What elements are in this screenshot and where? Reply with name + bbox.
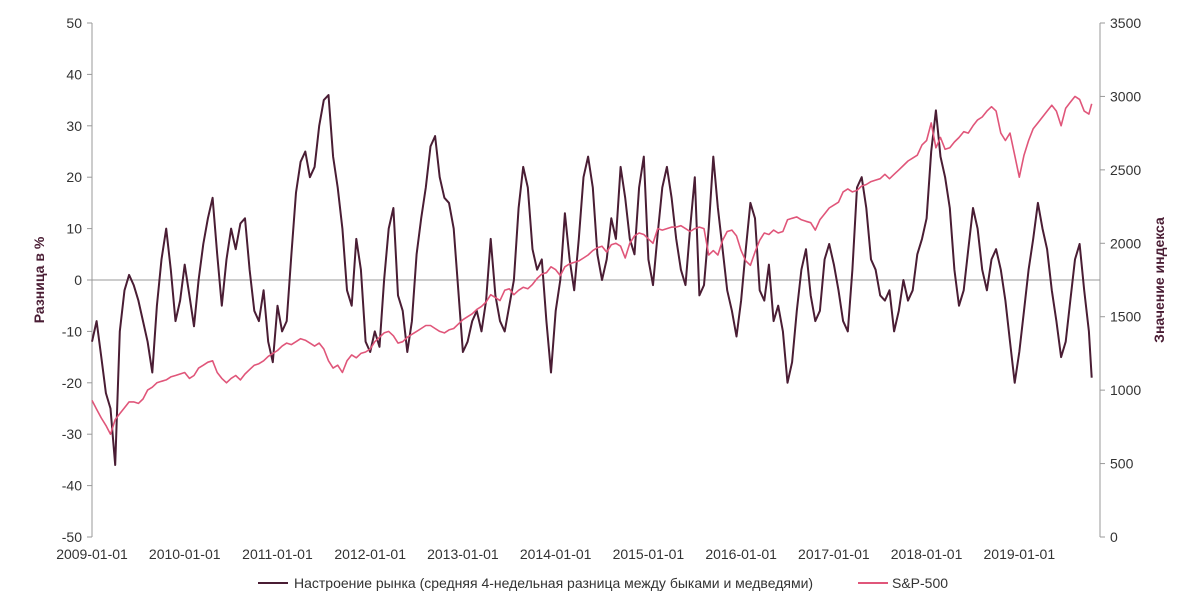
x-tick-label: 2015-01-01 — [613, 546, 685, 562]
series-lines — [91, 94, 1093, 466]
x-tick-label: 2012-01-01 — [334, 546, 406, 562]
y-right-tick-label: 3000 — [1110, 88, 1141, 104]
x-tick-label: 2019-01-01 — [984, 546, 1056, 562]
x-tick-label: 2018-01-01 — [891, 546, 963, 562]
legend: Настроение рынка (средняя 4-недельная ра… — [258, 575, 948, 591]
y-left-tick-label: 0 — [74, 272, 82, 288]
y-right-tick-label: 500 — [1110, 456, 1134, 472]
y-axis-left-title: Разница в % — [31, 236, 47, 323]
x-tick-label: 2014-01-01 — [520, 546, 592, 562]
y-right-tick-label: 2500 — [1110, 162, 1141, 178]
y-left-tick-label: -10 — [62, 323, 82, 339]
y-left-tick-label: -30 — [62, 426, 82, 442]
x-tick-label: 2013-01-01 — [427, 546, 499, 562]
sentiment-line — [91, 94, 1093, 466]
y-left-tick-label: 40 — [66, 66, 82, 82]
y-left-tick-label: 50 — [66, 15, 82, 31]
y-left-tick-label: -40 — [62, 478, 82, 494]
x-tick-label: 2017-01-01 — [798, 546, 870, 562]
y-left-tick-label: 20 — [66, 169, 82, 185]
y-axis-right-title: Значение индекса — [1151, 217, 1167, 343]
y-left-tick-label: -50 — [62, 529, 82, 545]
x-tick-label: 2016-01-01 — [705, 546, 777, 562]
axes — [87, 22, 1105, 538]
x-tick-label: 2011-01-01 — [242, 546, 313, 562]
x-tick-label: 2009-01-01 — [56, 546, 128, 562]
y-right-tick-label: 3500 — [1110, 15, 1141, 31]
legend-label-sp500: S&P-500 — [892, 575, 948, 591]
y-left-tick-label: 10 — [66, 221, 82, 237]
tick-labels: 50 40 30 20 10 0 -10 -20 -30 -40 -50 3500 3000 2500 20… — [56, 15, 1141, 562]
legend-label-sentiment: Настроение рынка (средняя 4-недельная ра… — [294, 575, 813, 591]
y-right-tick-label: 0 — [1110, 529, 1118, 545]
y-left-tick-label: -20 — [62, 375, 82, 391]
sp500-line — [91, 95, 1093, 435]
y-right-tick-label: 2000 — [1110, 235, 1141, 251]
y-right-tick-label: 1000 — [1110, 382, 1141, 398]
y-left-tick-label: 30 — [66, 118, 82, 134]
y-right-tick-label: 1500 — [1110, 309, 1141, 325]
x-tick-label: 2010-01-01 — [149, 546, 221, 562]
